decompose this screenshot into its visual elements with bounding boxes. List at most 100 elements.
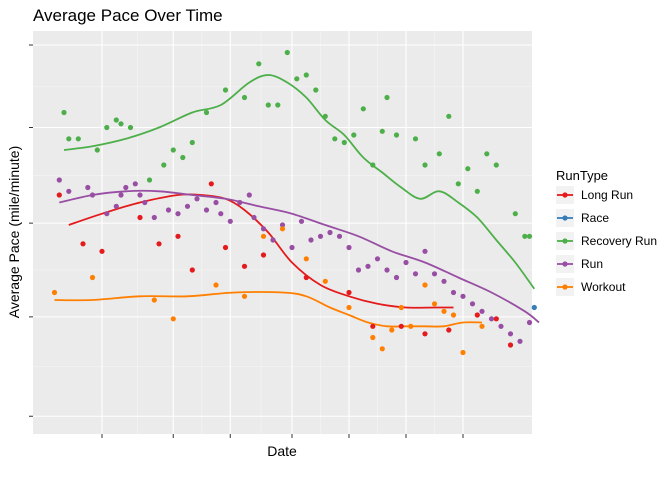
point-run: [118, 192, 124, 198]
point-recovery-run: [170, 147, 176, 153]
point-workout: [379, 346, 385, 352]
point-recovery-run: [256, 61, 262, 67]
point-recovery-run: [313, 87, 319, 93]
point-workout: [431, 301, 438, 307]
point-recovery-run: [526, 233, 533, 239]
point-run: [507, 331, 514, 337]
point-recovery-run: [104, 124, 110, 131]
point-workout: [450, 312, 457, 318]
point-run: [279, 222, 286, 228]
legend-label-run: Run: [581, 257, 603, 271]
point-run: [132, 181, 138, 187]
point-run: [203, 207, 210, 213]
point-run: [298, 218, 305, 224]
point-recovery-run: [284, 49, 290, 56]
point-recovery-run: [351, 132, 357, 138]
x-axis-title: Date: [267, 443, 297, 459]
point-long-run: [303, 274, 309, 281]
point-long-run: [56, 192, 62, 198]
point-recovery-run: [275, 102, 281, 108]
point-run: [422, 248, 428, 254]
point-run: [412, 271, 419, 277]
legend-label-race: Race: [581, 211, 609, 225]
point-run: [450, 289, 457, 296]
point-run: [194, 196, 200, 202]
point-run: [336, 233, 343, 239]
point-long-run: [507, 342, 514, 348]
legend-label-long-run: Long Run: [581, 188, 633, 202]
point-recovery-run: [241, 94, 248, 101]
point-long-run: [422, 331, 428, 337]
point-recovery-run: [493, 162, 499, 168]
point-run: [66, 188, 72, 194]
point-run: [346, 244, 352, 251]
point-run: [246, 192, 252, 198]
point-run: [431, 271, 438, 277]
point-recovery-run: [332, 136, 338, 142]
point-recovery-run: [465, 166, 471, 172]
legend-key-long-run: [556, 186, 574, 204]
legend-key-point: [562, 238, 568, 244]
point-run: [260, 226, 267, 232]
point-recovery-run: [370, 162, 376, 168]
point-long-run: [189, 267, 195, 273]
point-long-run: [370, 323, 376, 329]
point-workout: [346, 304, 352, 311]
point-workout: [151, 297, 157, 303]
legend: RunType Long Run Race Recovery Run Run Worko…: [556, 168, 657, 296]
axis-ticks: [29, 44, 464, 438]
point-run: [251, 214, 257, 221]
legend-label-recovery-run: Recovery Run: [581, 234, 657, 248]
point-workout: [279, 226, 286, 232]
legend-key-race: [556, 209, 574, 227]
point-recovery-run: [512, 211, 518, 217]
point-workout: [260, 233, 267, 239]
point-workout: [51, 289, 58, 296]
point-recovery-run: [522, 233, 528, 239]
point-workout: [303, 256, 309, 262]
point-recovery-run: [265, 102, 271, 108]
point-run: [237, 199, 243, 206]
point-run: [308, 237, 314, 243]
point-recovery-run: [94, 147, 100, 153]
point-run: [317, 233, 324, 239]
legend-key-point: [562, 192, 568, 198]
chart-title: Average Pace Over Time: [33, 6, 223, 25]
point-recovery-run: [146, 177, 153, 183]
point-long-run: [446, 327, 452, 333]
trend-line-run: [59, 189, 540, 324]
point-recovery-run: [393, 132, 400, 138]
point-recovery-run: [455, 181, 461, 187]
point-workout: [89, 274, 96, 281]
point-race: [531, 304, 537, 311]
point-workout: [241, 293, 248, 299]
trend-line-long-run: [68, 193, 454, 309]
point-recovery-run: [474, 188, 480, 194]
point-run: [213, 199, 219, 206]
point-run: [104, 211, 110, 217]
point-recovery-run: [412, 136, 419, 142]
point-run: [355, 267, 362, 273]
point-workout: [460, 349, 466, 356]
point-long-run: [80, 241, 86, 247]
point-workout: [370, 334, 376, 341]
point-recovery-run: [322, 113, 328, 119]
point-run: [498, 323, 504, 329]
point-long-run: [241, 263, 248, 269]
point-workout: [170, 316, 176, 322]
plot-panel: [33, 31, 532, 434]
point-run: [441, 278, 447, 284]
point-run: [184, 203, 191, 209]
legend-key-point: [562, 215, 568, 221]
point-recovery-run: [484, 151, 490, 157]
point-recovery-run: [75, 136, 81, 142]
point-run: [289, 244, 295, 251]
point-recovery-run: [61, 109, 67, 116]
point-workout: [398, 304, 404, 311]
trend-line-recovery-run: [63, 74, 536, 290]
point-long-run: [493, 316, 499, 322]
point-long-run: [346, 289, 352, 296]
point-run: [85, 184, 91, 191]
point-run: [227, 218, 233, 224]
